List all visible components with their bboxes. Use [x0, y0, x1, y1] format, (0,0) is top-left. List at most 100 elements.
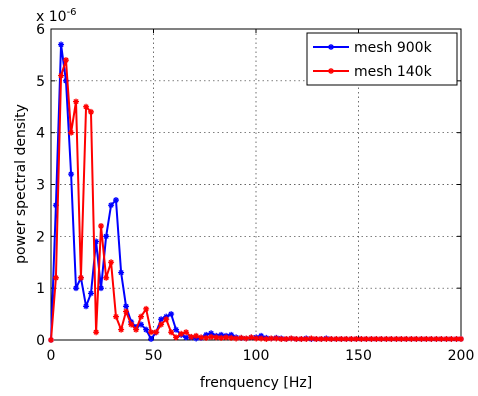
data-point-mesh-140k [263, 335, 270, 342]
data-point-mesh-140k [168, 329, 175, 336]
data-point-mesh-140k [413, 335, 420, 342]
data-point-mesh-900k [123, 303, 130, 310]
data-point-mesh-140k [77, 274, 84, 281]
data-point-mesh-140k [428, 335, 435, 342]
data-point-mesh-140k [353, 335, 360, 342]
data-point-mesh-140k [133, 326, 140, 333]
y-tick-label: 1 [36, 281, 45, 297]
data-point-mesh-900k [208, 330, 215, 337]
data-series [48, 41, 464, 343]
data-point-mesh-900k [158, 316, 165, 323]
x-tick-label: 0 [47, 348, 56, 364]
data-point-mesh-140k [293, 335, 300, 342]
y-exponent-label: x 10-6 [36, 7, 77, 25]
data-point-mesh-140k [383, 335, 390, 342]
data-point-mesh-140k [398, 335, 405, 342]
data-point-mesh-140k [208, 333, 215, 340]
data-point-mesh-140k [52, 274, 59, 281]
data-point-mesh-900k [218, 331, 225, 338]
data-point-mesh-140k [283, 335, 290, 342]
data-point-mesh-140k [408, 335, 415, 342]
data-point-mesh-140k [68, 129, 75, 136]
data-point-mesh-140k [153, 329, 160, 336]
data-point-mesh-140k [223, 334, 230, 341]
data-point-mesh-140k [243, 335, 250, 342]
data-point-mesh-140k [313, 335, 320, 342]
data-point-mesh-140k [112, 313, 119, 320]
data-point-mesh-140k [368, 335, 375, 342]
data-point-mesh-140k [143, 305, 150, 312]
data-point-mesh-140k [123, 308, 130, 315]
data-point-mesh-140k [298, 335, 305, 342]
data-point-mesh-140k [388, 335, 395, 342]
data-point-mesh-140k [333, 335, 340, 342]
y-tick-label: 3 [36, 178, 45, 194]
data-point-mesh-140k [218, 334, 225, 341]
data-point-mesh-900k [68, 171, 75, 178]
data-point-mesh-900k [62, 77, 69, 84]
data-point-mesh-140k [48, 337, 54, 343]
data-point-mesh-140k [203, 334, 210, 341]
data-point-mesh-140k [288, 335, 295, 342]
data-point-mesh-140k [418, 335, 425, 342]
x-tick-label: 150 [345, 348, 372, 364]
legend-label-mesh-140k: mesh 140k [354, 64, 433, 80]
data-point-mesh-140k [103, 274, 110, 281]
data-point-mesh-140k [258, 335, 265, 342]
data-point-mesh-140k [73, 98, 80, 105]
data-point-mesh-140k [233, 335, 240, 342]
data-point-mesh-900k [143, 326, 150, 333]
x-axis-title: frenquency [Hz] [200, 375, 312, 391]
series-mesh-140k [48, 57, 464, 343]
data-point-mesh-900k [52, 202, 59, 209]
y-exponent-power: -6 [67, 7, 77, 18]
legend: mesh 900k mesh 140k [306, 32, 458, 86]
data-point-mesh-140k [93, 329, 100, 336]
data-point-mesh-140k [118, 326, 125, 333]
data-point-mesh-900k [228, 331, 235, 338]
data-point-mesh-140k [278, 335, 285, 342]
data-point-mesh-900k [203, 331, 210, 338]
data-point-mesh-140k [173, 334, 180, 341]
data-point-mesh-140k [403, 335, 410, 342]
data-point-mesh-900k [112, 197, 119, 204]
data-point-mesh-140k [158, 321, 165, 328]
data-point-mesh-140k [348, 335, 355, 342]
data-point-mesh-140k [323, 335, 330, 342]
data-point-mesh-140k [108, 259, 115, 266]
data-point-mesh-140k [238, 334, 245, 341]
data-point-mesh-140k [308, 335, 315, 342]
data-point-mesh-140k [128, 321, 135, 328]
data-point-mesh-140k [458, 335, 464, 342]
x-tick-label: 100 [243, 348, 270, 364]
data-point-mesh-140k [358, 335, 365, 342]
legend-marker-mesh-140k [328, 68, 334, 74]
y-tick-label: 0 [36, 333, 45, 349]
data-point-mesh-140k [453, 335, 460, 342]
data-point-mesh-900k [98, 285, 105, 292]
data-point-mesh-140k [338, 335, 345, 342]
legend-label-mesh-900k: mesh 900k [354, 40, 433, 56]
data-point-mesh-140k [273, 335, 280, 342]
data-point-mesh-900k [93, 238, 100, 245]
data-point-mesh-140k [163, 316, 170, 323]
data-point-mesh-900k [148, 335, 155, 342]
data-point-mesh-140k [198, 334, 205, 341]
data-point-mesh-140k [178, 330, 185, 337]
data-point-mesh-900k [83, 303, 90, 310]
data-point-mesh-140k [438, 335, 445, 342]
y-tick-label: 6 [36, 22, 45, 38]
data-point-mesh-900k [168, 311, 175, 318]
data-point-mesh-140k [448, 335, 455, 342]
data-point-mesh-140k [58, 72, 65, 79]
data-point-mesh-140k [378, 335, 385, 342]
data-point-mesh-140k [213, 334, 220, 341]
y-exponent-base: x 10 [36, 9, 67, 25]
data-point-mesh-900k [108, 202, 115, 209]
data-point-mesh-140k [137, 313, 144, 320]
data-point-mesh-140k [303, 335, 310, 342]
data-point-mesh-140k [443, 335, 450, 342]
data-point-mesh-140k [268, 335, 275, 342]
data-point-mesh-900k [58, 41, 65, 48]
